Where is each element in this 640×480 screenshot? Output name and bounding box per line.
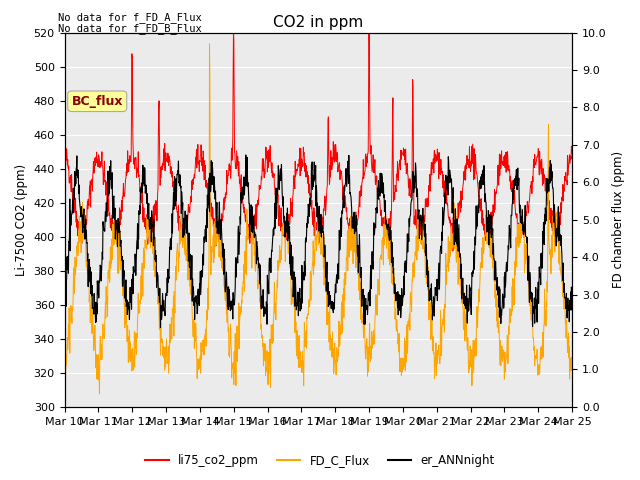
Y-axis label: FD chamber flux (ppm): FD chamber flux (ppm) xyxy=(612,151,625,288)
Text: No data for f_FD_A_Flux: No data for f_FD_A_Flux xyxy=(58,12,202,23)
Y-axis label: Li-7500 CO2 (ppm): Li-7500 CO2 (ppm) xyxy=(15,164,28,276)
Legend: li75_co2_ppm, FD_C_Flux, er_ANNnight: li75_co2_ppm, FD_C_Flux, er_ANNnight xyxy=(140,449,500,472)
Text: No data for f_FD_B_Flux: No data for f_FD_B_Flux xyxy=(58,23,202,34)
Text: BC_flux: BC_flux xyxy=(72,95,123,108)
Title: CO2 in ppm: CO2 in ppm xyxy=(273,15,364,30)
